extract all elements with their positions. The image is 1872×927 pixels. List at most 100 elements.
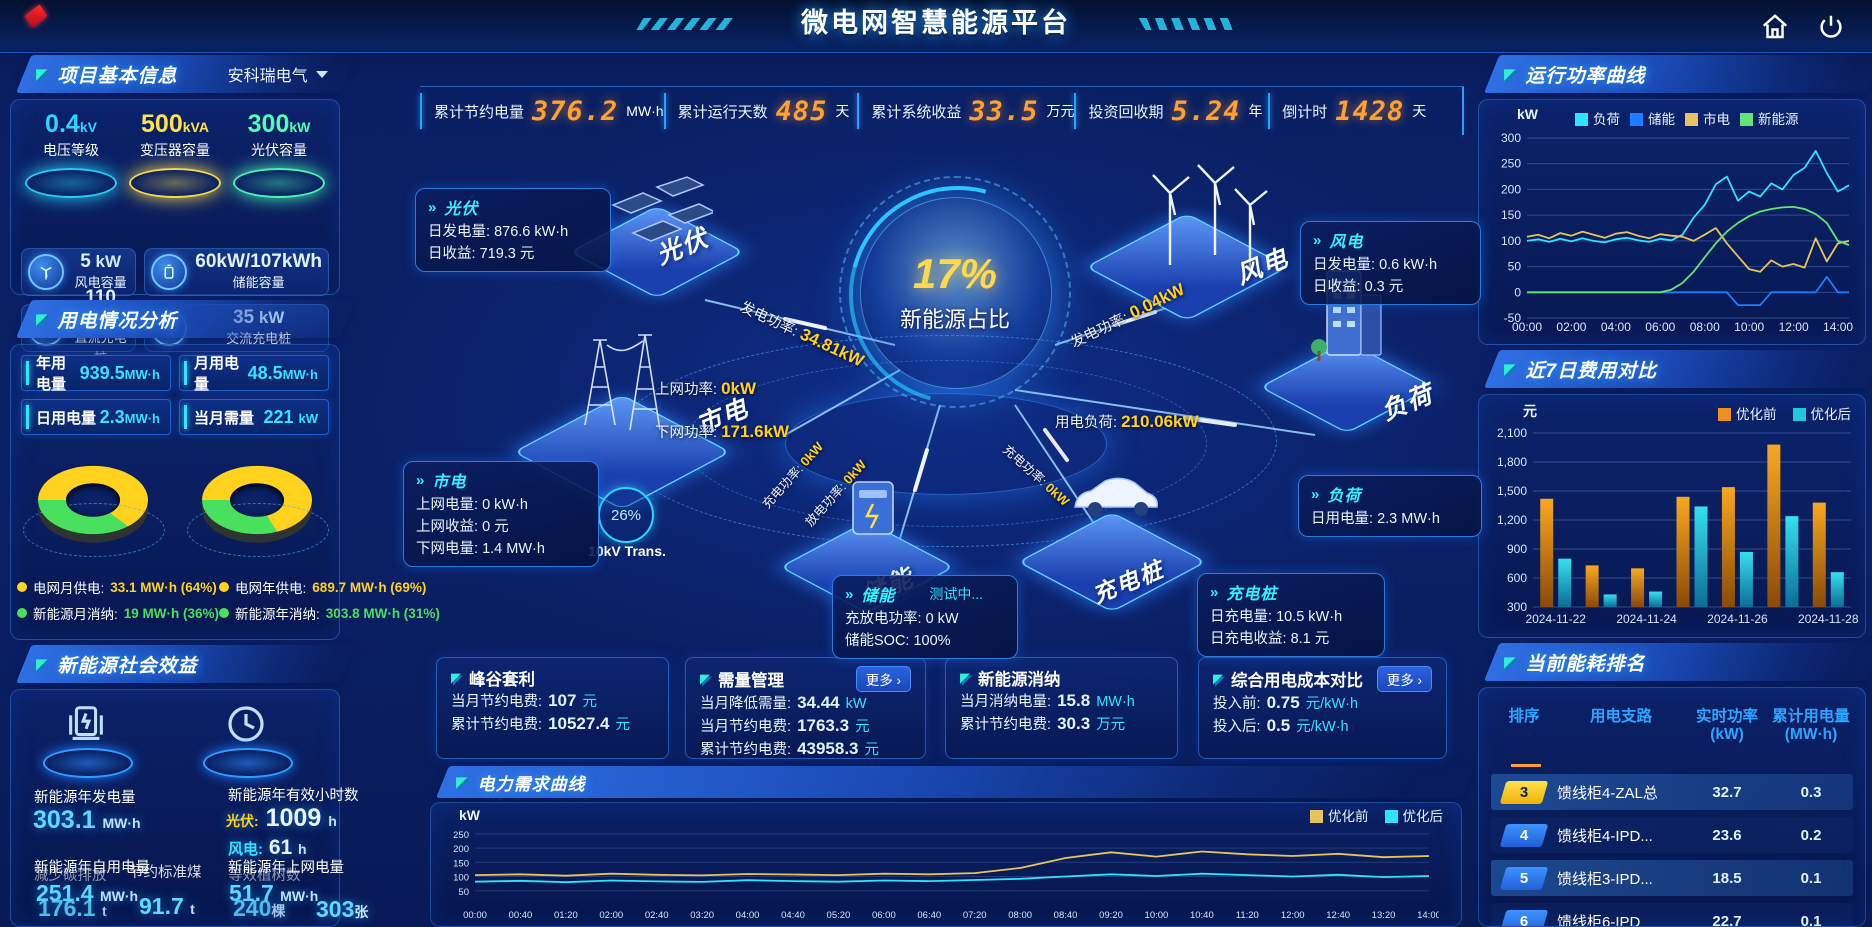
svg-text:01:20: 01:20	[554, 910, 578, 921]
svg-text:2024-11-28: 2024-11-28	[1798, 612, 1859, 626]
kpi-value: 5.24	[1171, 95, 1241, 127]
gauge-label: 光伏容量	[251, 142, 307, 158]
gauge-base-glow	[129, 168, 221, 198]
panel-title: 用电情况分析	[57, 310, 178, 332]
demand-unit-label: kW	[459, 807, 480, 823]
svg-text:10:00: 10:00	[1145, 910, 1169, 921]
hours-label: 新能源年有效小时数	[228, 788, 359, 804]
donut-month-legend: 电网月供电: 33.1 MW·h (64%) 新能源月消纳: 19 MW·h (36…	[17, 577, 219, 629]
title-deco-right	[1138, 18, 1236, 30]
svg-text:00:00: 00:00	[463, 910, 487, 921]
svg-text:08:40: 08:40	[1054, 910, 1078, 921]
chevrons-icon: »	[845, 585, 854, 603]
panel-renewable-benefit: ◤ 新能源社会效益 新能源年发电量 303.1 MW·h 新能源年有效小时数 光…	[10, 645, 368, 927]
card-demand-mgmt: ◤ 需量管理 更多 › 当月降低需量: 34.44 kW 当月节约电费: 1763.…	[685, 657, 926, 759]
svg-text:900: 900	[1507, 542, 1527, 556]
legend-swatch	[1384, 810, 1398, 823]
ranking-row[interactable]: 5 馈线柜3-IPD... 18.5 0.1	[1491, 860, 1853, 896]
svg-text:-50: -50	[1504, 311, 1522, 325]
card-wind-capacity: 5 kW 风电容量	[21, 248, 137, 296]
svg-text:08:00: 08:00	[1008, 910, 1032, 921]
gauge-base-glow	[233, 168, 325, 198]
kpi-value: 1428	[1335, 95, 1405, 127]
svg-text:2024-11-24: 2024-11-24	[1616, 612, 1677, 626]
panel-title: 项目基本信息	[57, 65, 178, 87]
panel-project-info: ◤ 项目基本信息 安科瑞电气 0.4kV 电压等级 500kVA 变压器容量	[10, 55, 340, 365]
storage-status: 测试中...	[929, 586, 984, 602]
card-flag-icon: ◤	[451, 670, 461, 685]
flow-feedin-power: 上网功率: 0kW	[655, 379, 757, 398]
charger-info-box: » 充电桩 日充电量: 10.5 kW·h 日充电收益: 8.1 元	[1197, 573, 1385, 657]
svg-text:300: 300	[1501, 131, 1521, 145]
kpi-unit: 年	[1248, 103, 1263, 119]
gauge-label: 变压器容量	[140, 142, 210, 158]
svg-text:03:20: 03:20	[690, 910, 714, 921]
kpi-bar: 累计节约电量 376.2 MW·h 累计运行天数 485 天 累计系统收益 33…	[420, 86, 1465, 135]
panel-title: 当前能耗排名	[1525, 653, 1646, 675]
svg-text:08:00: 08:00	[1690, 320, 1720, 334]
svg-text:04:00: 04:00	[736, 910, 760, 921]
self-use-label: 新能源年自用电量	[34, 860, 150, 876]
power-legend: 负荷 储能 市电 新能源	[1575, 108, 1799, 128]
svg-text:00:40: 00:40	[509, 910, 533, 921]
kpi-unit: MW·h	[626, 103, 664, 119]
page-title: 微电网智慧能源平台	[801, 8, 1071, 38]
home-icon[interactable]	[1760, 12, 1790, 42]
storage-info-box: » 储能 测试中... 充放电功率: 0 kW 储能SOC: 100%	[832, 575, 1018, 659]
svg-text:13:20: 13:20	[1372, 910, 1396, 921]
ranking-row[interactable]: 6 馈线柜6-IPD 22.7 0.1	[1491, 903, 1853, 926]
company-name: 安科瑞电气	[227, 68, 308, 85]
renewable-share-value: 17%	[912, 250, 998, 297]
legend-swatch	[1575, 113, 1588, 126]
ranking-header-row: 排序 用电支路 实时功率 (kW) 累计用电量 (MW·h)	[1508, 708, 1850, 743]
hub-sphere	[860, 197, 1052, 389]
svg-text:2,100: 2,100	[1497, 426, 1527, 440]
legend-dot	[17, 582, 27, 592]
wind-turbine-icon	[28, 254, 64, 290]
kpi-value: 33.5	[969, 95, 1039, 127]
svg-text:11:20: 11:20	[1236, 910, 1259, 921]
donut-ring-deco	[187, 503, 329, 557]
panel-power-curve: ◤ 运行功率曲线 kW 负荷 储能 市电 新能源 300 250 200 150 100…	[1478, 55, 1866, 345]
cost-more-button[interactable]: 更多 ›	[1376, 666, 1432, 692]
legend-swatch	[1718, 408, 1731, 421]
svg-text:12:40: 12:40	[1326, 910, 1350, 921]
legend-swatch	[1630, 113, 1643, 126]
renewable-share-label: 新能源占比	[899, 307, 1010, 332]
gen-label: 新能源年发电量	[34, 790, 136, 806]
panel-flag-icon: ◤	[36, 65, 48, 83]
kpi-countdown: 倒计时 1428 天	[1268, 87, 1465, 135]
power-icon[interactable]	[1816, 12, 1846, 42]
grid-info-box: » 市电 上网电量: 0 kW·h 上网收益: 0 元 下网电量: 1.4 MW·…	[403, 461, 599, 567]
gen-value: 303.1 MW·h	[33, 806, 141, 834]
demand-legend: 优化前 优化后	[1310, 805, 1443, 825]
svg-text:0: 0	[1514, 285, 1521, 299]
kpi-label: 倒计时	[1282, 103, 1328, 121]
solar-panels-icon	[611, 176, 713, 242]
hub-dashed-ring	[839, 176, 1071, 408]
certs-value: 303张	[316, 896, 369, 922]
gauge-transformer: 500kVA 变压器容量	[123, 110, 227, 198]
svg-text:50: 50	[458, 887, 469, 898]
svg-text:200: 200	[453, 844, 469, 855]
demand-more-button[interactable]: 更多 ›	[855, 666, 911, 692]
stat-month-demand: 当月需量 221 kW	[179, 399, 329, 435]
svg-text:05:20: 05:20	[827, 910, 851, 921]
svg-text:09:20: 09:20	[1099, 910, 1123, 921]
legend-swatch	[1310, 810, 1323, 823]
transformer-label: 10kV Trans.	[588, 543, 666, 559]
rank-badge: 4	[1499, 823, 1549, 847]
kpi-label: 累计节约电量	[434, 103, 525, 121]
ranking-row[interactable]: 3 馈线柜4-ZAL总 32.7 0.3	[1491, 774, 1853, 810]
company-dropdown[interactable]: 安科瑞电气	[228, 62, 328, 86]
ranking-row[interactable]: 4 馈线柜4-IPD... 23.6 0.2	[1491, 817, 1853, 853]
stat-year-usage: 年用电量 939.5MW·h	[21, 355, 171, 393]
kpi-payback: 投资回收期 5.24 年	[1074, 87, 1268, 135]
flow-lines	[704, 284, 1316, 556]
panel-flag-icon: ◤	[36, 655, 48, 673]
chevrons-icon: »	[1313, 231, 1322, 249]
power-towers-icon	[584, 334, 661, 431]
